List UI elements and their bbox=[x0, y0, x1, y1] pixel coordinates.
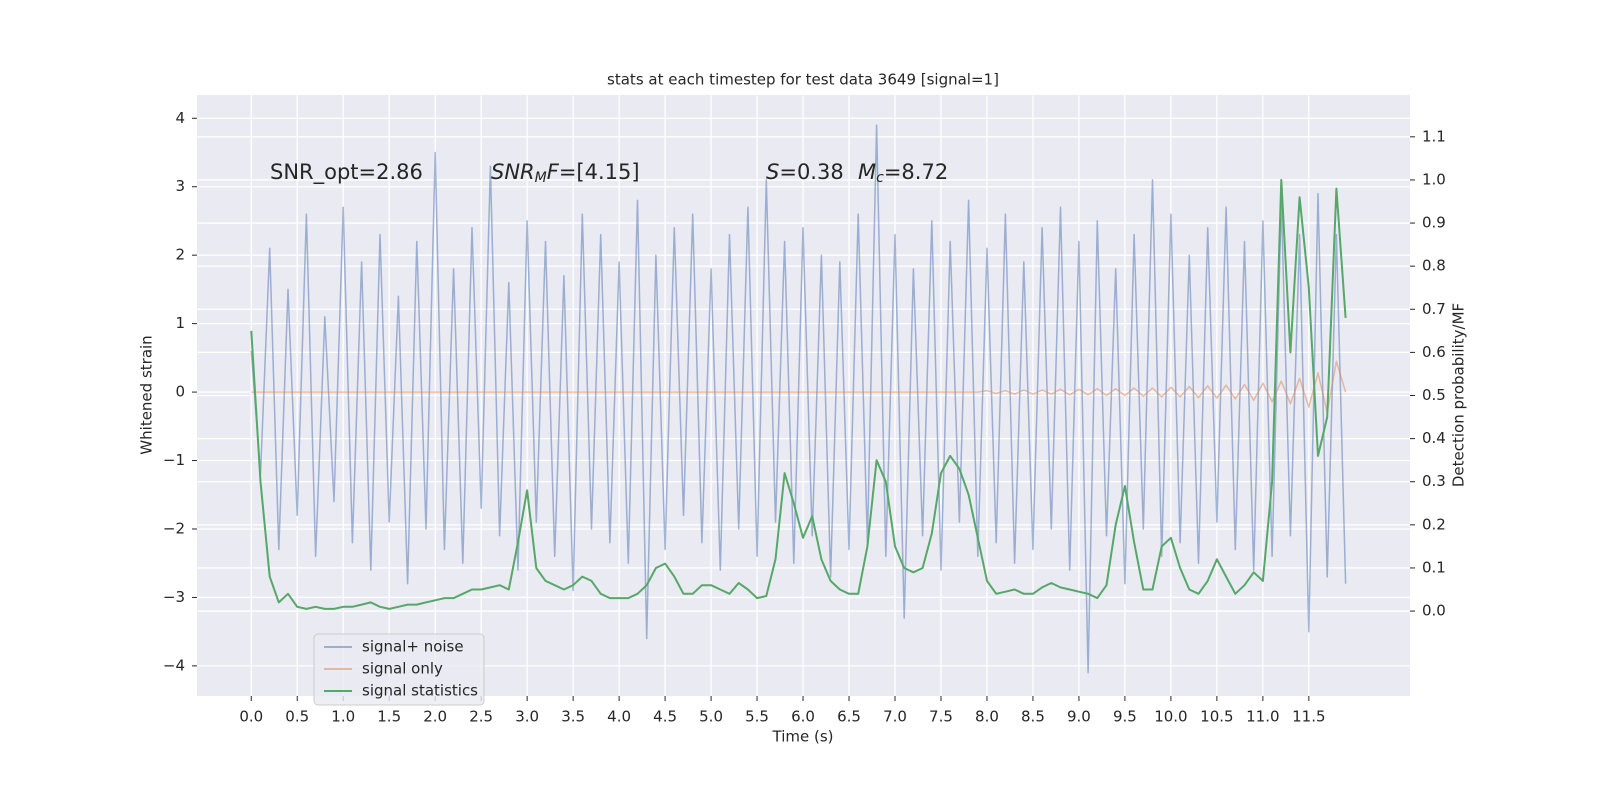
x-tick-label: 2.5 bbox=[469, 708, 493, 726]
series-line bbox=[251, 360, 1347, 414]
y2-tick-label: 0.7 bbox=[1422, 300, 1446, 318]
y2-tick-label: 0.2 bbox=[1422, 515, 1446, 533]
x-tick-label: 7.0 bbox=[883, 708, 907, 726]
x-tick-label: 11.0 bbox=[1246, 708, 1279, 726]
x-tick-label: 9.5 bbox=[1113, 708, 1137, 726]
x-tick-label: 5.5 bbox=[745, 708, 769, 726]
annotation-part: c bbox=[876, 170, 884, 186]
series-line bbox=[250, 178, 1347, 610]
y2-tick-label: 0.9 bbox=[1422, 214, 1446, 232]
y2-tick-label: 1.0 bbox=[1422, 170, 1446, 188]
annotation-part: S bbox=[766, 160, 779, 184]
y-tick-label: −2 bbox=[163, 519, 185, 537]
annotation-part: =[4.15] bbox=[559, 160, 640, 184]
x-tick-label: 8.5 bbox=[1021, 708, 1045, 726]
y-tick-label: −3 bbox=[163, 588, 185, 606]
x-axis-label: Time (s) bbox=[772, 728, 834, 746]
chart-title: stats at each timestep for test data 364… bbox=[607, 71, 999, 89]
x-tick-label: 6.5 bbox=[837, 708, 861, 726]
series-line bbox=[250, 124, 1347, 674]
y-tick-label: 4 bbox=[175, 109, 185, 127]
y-tick-label: 1 bbox=[175, 314, 185, 332]
y-tick-label: 0 bbox=[175, 383, 185, 401]
y-axis-label: Whitened strain bbox=[138, 335, 156, 454]
annotation-part: SNR_opt=2.86 bbox=[270, 160, 423, 185]
x-tick-label: 8.0 bbox=[975, 708, 999, 726]
annotation: SNR_opt=2.86 bbox=[270, 160, 423, 185]
x-tick-label: 3.5 bbox=[561, 708, 585, 726]
annotation-part: M bbox=[535, 170, 547, 186]
y-tick-label: −1 bbox=[163, 451, 185, 469]
x-tick-label: 2.0 bbox=[423, 708, 447, 726]
x-tick-label: 6.0 bbox=[791, 708, 815, 726]
legend-label: signal only bbox=[362, 660, 443, 678]
x-tick-label: 10.0 bbox=[1154, 708, 1187, 726]
annotation-part: =0.38 bbox=[779, 160, 843, 184]
legend-label: signal statistics bbox=[362, 682, 478, 700]
x-tick-label: 4.5 bbox=[653, 708, 677, 726]
x-tick-label: 0.5 bbox=[285, 708, 309, 726]
y2-tick-label: 0.5 bbox=[1422, 386, 1446, 404]
annotation: Mc=8.72 bbox=[858, 160, 948, 186]
y2-tick-label: 0.1 bbox=[1422, 558, 1446, 576]
annotation-part: F bbox=[547, 160, 560, 184]
y-tick-label: 2 bbox=[175, 246, 185, 264]
x-tick-label: 9.0 bbox=[1067, 708, 1091, 726]
y2-axis-label: Detection probability/MF bbox=[1450, 303, 1468, 487]
y2-tick-label: 0.6 bbox=[1422, 343, 1446, 361]
y2-tick-label: 1.1 bbox=[1422, 127, 1446, 145]
y2-tick-label: 0.8 bbox=[1422, 257, 1446, 275]
legend-box bbox=[313, 633, 485, 706]
annotation-part: M bbox=[858, 160, 876, 184]
annotation: SNRMF=[4.15] bbox=[491, 160, 640, 186]
x-tick-label: 3.0 bbox=[515, 708, 539, 726]
x-tick-label: 0.0 bbox=[239, 708, 263, 726]
x-tick-label: 11.5 bbox=[1292, 708, 1325, 726]
y2-tick-label: 0.3 bbox=[1422, 472, 1446, 490]
annotation-part: SNR bbox=[491, 160, 535, 184]
x-tick-label: 4.0 bbox=[607, 708, 631, 726]
y-tick-label: −4 bbox=[163, 656, 185, 674]
legend-label: signal+ noise bbox=[362, 638, 464, 656]
x-tick-label: 7.5 bbox=[929, 708, 953, 726]
y2-tick-label: 0.0 bbox=[1422, 602, 1446, 620]
y2-tick-label: 0.4 bbox=[1422, 429, 1446, 447]
x-tick-label: 10.5 bbox=[1200, 708, 1233, 726]
annotation-part: =8.72 bbox=[884, 160, 948, 184]
x-tick-label: 1.0 bbox=[331, 708, 355, 726]
annotation: S=0.38 bbox=[766, 160, 844, 184]
y-tick-label: 3 bbox=[175, 177, 185, 195]
x-tick-label: 5.0 bbox=[699, 708, 723, 726]
x-tick-label: 1.5 bbox=[377, 708, 401, 726]
